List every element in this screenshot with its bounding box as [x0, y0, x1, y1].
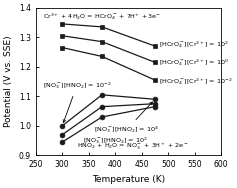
Text: [NO$_3^-$][HNO$_2$] = 10$^4$: [NO$_3^-$][HNO$_2$] = 10$^4$: [94, 102, 159, 135]
Text: HNO$_2$ + H$_2$O = NO$_3^-$ + 3H$^+$ + 2e$^-$: HNO$_2$ + H$_2$O = NO$_3^-$ + 3H$^+$ + 2…: [77, 141, 188, 152]
Y-axis label: Potential (V vs. SSE): Potential (V vs. SSE): [4, 36, 13, 127]
Text: [HCrO$_4^-$][Cr$^{3+}$] = 10$^0$: [HCrO$_4^-$][Cr$^{3+}$] = 10$^0$: [159, 57, 228, 68]
Text: [NO$_3^-$][HNO$_2$] = 10$^{-2}$: [NO$_3^-$][HNO$_2$] = 10$^{-2}$: [43, 80, 111, 122]
Text: [HCrO$_4^-$][Cr$^{3+}$] = 10$^{-2}$: [HCrO$_4^-$][Cr$^{3+}$] = 10$^{-2}$: [159, 76, 232, 87]
X-axis label: Temperature (K): Temperature (K): [92, 175, 165, 184]
Text: [NO$_3^-$][HNO$_2$] = 10$^2$: [NO$_3^-$][HNO$_2$] = 10$^2$: [83, 135, 148, 146]
Text: [HCrO$_4^-$][Cr$^{3+}$] = 10$^2$: [HCrO$_4^-$][Cr$^{3+}$] = 10$^2$: [159, 39, 228, 50]
Text: $\mathregular{Cr^{3+}}$ + 4H$_2$O = HCrO$_4^-$ + 7H$^+$ +3e$^-$: $\mathregular{Cr^{3+}}$ + 4H$_2$O = HCrO…: [43, 11, 162, 22]
